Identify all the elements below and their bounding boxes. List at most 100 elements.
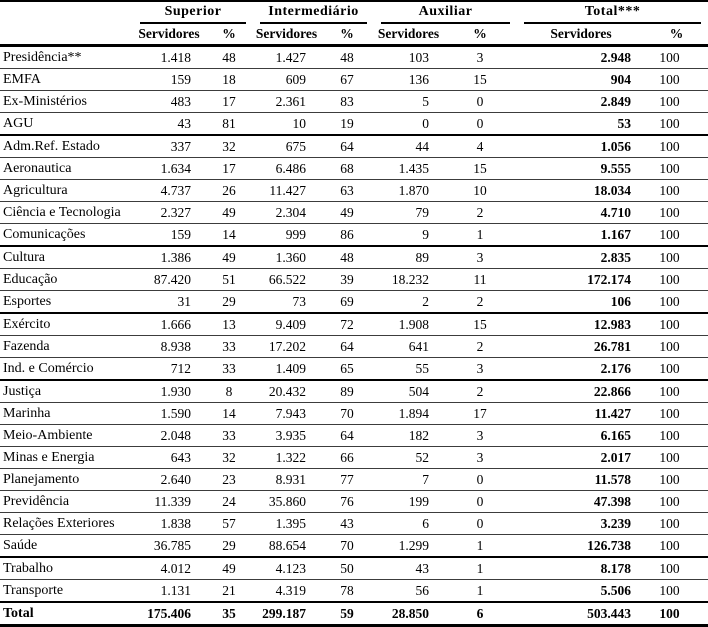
table-row: Ind. e Comércio 712 33 1.409 65 55 3 2.176 100 — [0, 358, 708, 380]
servidores-cell: 6 — [422, 515, 430, 531]
servidores-cell: 1.409 — [275, 360, 307, 376]
percent-cell: 48 — [222, 49, 236, 65]
servidores-cell: 56 — [415, 582, 430, 598]
percent-cell: 59 — [340, 605, 354, 621]
servidores-cell: 31 — [177, 293, 192, 309]
servidores-cell: 3.239 — [600, 515, 632, 531]
servidores-cell: 11.339 — [154, 493, 191, 509]
servidores-cell: 6.165 — [600, 427, 632, 443]
percent-cell: 77 — [340, 471, 354, 487]
servidores-cell: 712 — [170, 360, 191, 376]
servidores-cell: 2.361 — [275, 93, 307, 109]
row-label: Fazenda — [3, 338, 50, 354]
servidores-cell: 10 — [292, 115, 307, 131]
subheader-row: Servidores % Servidores % Servidores % S… — [0, 24, 708, 46]
col-group-intermediario: Intermediário — [253, 1, 374, 24]
percent-cell: 18 — [222, 71, 236, 87]
servidores-cell: 17.202 — [268, 338, 307, 354]
table-row: Comunicações 159 14 999 86 9 1 1.167 100 — [0, 224, 708, 246]
row-label: Comunicações — [3, 226, 86, 242]
percent-cell: 69 — [340, 293, 354, 309]
percent-cell: 57 — [222, 515, 236, 531]
servidores-cell: 172.174 — [587, 271, 632, 287]
table-row: Justiça 1.930 8 20.432 89 504 2 22.866 100 — [0, 380, 708, 403]
servidores-cell: 2.948 — [600, 49, 632, 65]
percent-cell: 100 — [659, 316, 680, 332]
row-label: Ind. e Comércio — [3, 360, 94, 376]
percent-cell: 11 — [473, 271, 487, 287]
percent-cell: 100 — [659, 226, 680, 242]
percent-cell: 17 — [222, 160, 236, 176]
servidores-cell: 9.555 — [600, 160, 632, 176]
servidores-cell: 2.017 — [600, 449, 632, 465]
percent-cell: 100 — [659, 427, 680, 443]
servidores-cell: 1.427 — [275, 49, 307, 65]
subheader-percent: % — [340, 26, 354, 41]
table-row: Saúde 36.785 29 88.654 70 1.299 1 126.738 100 — [0, 535, 708, 557]
percent-cell: 14 — [222, 226, 236, 242]
table-body: Presidência** 1.418 48 1.427 48 103 3 2.948 100 E… — [0, 46, 708, 626]
percent-cell: 49 — [222, 560, 236, 576]
servidores-cell: 1.418 — [160, 49, 191, 65]
percent-cell: 19 — [340, 115, 354, 131]
servidores-cell: 6.486 — [275, 160, 307, 176]
row-label: Saúde — [3, 537, 38, 553]
percent-cell: 33 — [222, 338, 236, 354]
table-row: Ciência e Tecnologia 2.327 49 2.304 49 79 2 4.7… — [0, 202, 708, 224]
percent-cell: 50 — [340, 560, 354, 576]
percent-cell: 100 — [659, 605, 680, 621]
servidores-cell: 159 — [170, 71, 191, 87]
percent-cell: 39 — [340, 271, 354, 287]
servidores-cell: 2.176 — [600, 360, 632, 376]
percent-cell: 17 — [222, 93, 236, 109]
table-row: AGU 43 81 10 19 0 0 53 100 — [0, 113, 708, 135]
servidores-cell: 88.654 — [268, 537, 307, 553]
percent-cell: 32 — [222, 138, 236, 154]
percent-cell: 0 — [476, 493, 484, 509]
percent-cell: 63 — [340, 182, 354, 198]
percent-cell: 15 — [473, 316, 487, 332]
percent-cell: 49 — [222, 204, 236, 220]
table-row: EMFA 159 18 609 67 136 15 904 100 — [0, 69, 708, 91]
servidores-cell: 106 — [610, 293, 632, 309]
percent-cell: 24 — [222, 493, 236, 509]
percent-cell: 4 — [476, 138, 484, 154]
servidores-cell: 1.386 — [160, 249, 191, 265]
row-label: Cultura — [3, 249, 45, 265]
servidores-cell: 641 — [408, 338, 430, 354]
servidores-cell: 2.327 — [160, 204, 191, 220]
servidores-cell: 1.167 — [600, 226, 632, 242]
percent-cell: 3 — [476, 49, 484, 65]
percent-cell: 0 — [476, 471, 484, 487]
percent-cell: 1 — [476, 226, 484, 242]
servidores-cell: 4.123 — [275, 560, 307, 576]
percent-cell: 29 — [222, 537, 236, 553]
percent-cell: 100 — [659, 560, 680, 576]
percent-cell: 2 — [476, 204, 484, 220]
servidores-cell: 26.781 — [593, 338, 632, 354]
subheader-servidores: Servidores — [377, 26, 440, 41]
row-label: Ciência e Tecnologia — [3, 204, 121, 220]
percent-cell: 100 — [659, 204, 680, 220]
servidores-cell: 1.435 — [398, 160, 430, 176]
percent-cell: 8 — [225, 383, 233, 399]
percent-cell: 14 — [222, 405, 236, 421]
percent-cell: 100 — [659, 471, 680, 487]
servidores-cell: 2.849 — [600, 93, 632, 109]
servidores-cell: 2.048 — [160, 427, 191, 443]
servidores-cell: 2.304 — [275, 204, 307, 220]
percent-cell: 100 — [659, 93, 680, 109]
servidores-cell: 4.710 — [600, 204, 632, 220]
servidores-cell: 53 — [617, 115, 632, 131]
servidores-cell: 3.935 — [275, 427, 307, 443]
percent-cell: 13 — [222, 316, 236, 332]
table-row: Trabalho 4.012 49 4.123 50 43 1 8.178 100 — [0, 557, 708, 580]
servidores-cell: 43 — [415, 560, 430, 576]
servidores-cell: 1.634 — [160, 160, 191, 176]
percent-cell: 100 — [659, 49, 680, 65]
subheader-servidores: Servidores — [138, 26, 200, 41]
percent-cell: 6 — [476, 605, 484, 621]
servidores-cell: 9.409 — [275, 316, 307, 332]
servidores-cell: 22.866 — [593, 383, 632, 399]
percent-cell: 3 — [476, 449, 484, 465]
